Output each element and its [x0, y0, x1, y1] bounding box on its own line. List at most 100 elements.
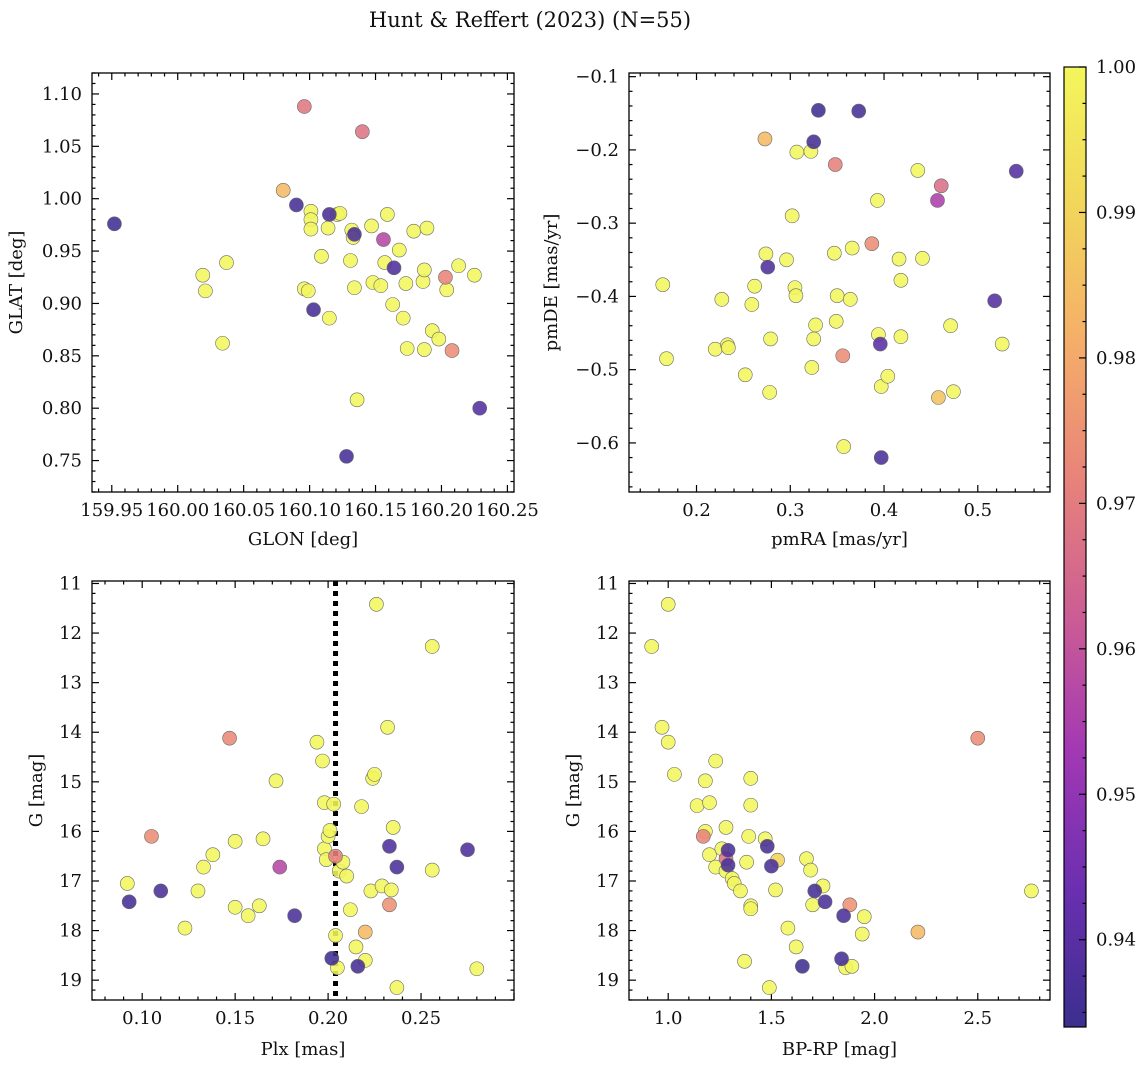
scatter-point — [205, 847, 221, 863]
scatter-point — [836, 439, 852, 454]
scatter-point — [827, 245, 842, 261]
ytick-label: 12 — [596, 623, 619, 644]
scatter-point — [779, 252, 794, 268]
ytick-label: −0.6 — [575, 433, 619, 454]
scatter-point — [764, 858, 779, 874]
ytick-label: 1.00 — [42, 189, 82, 210]
scatter-point — [1024, 883, 1039, 899]
scatter-point — [300, 283, 316, 299]
scatter-point — [417, 262, 432, 278]
scatter-point — [395, 310, 411, 326]
scatter-point — [737, 367, 753, 383]
scatter-point — [747, 278, 762, 294]
scatter-point — [970, 730, 986, 746]
scatter-point — [268, 773, 284, 789]
scatter-point — [743, 771, 759, 786]
scatter-point — [842, 897, 858, 913]
scatter-point — [660, 734, 676, 750]
scatter-point — [817, 894, 833, 910]
scatter-point — [107, 216, 122, 232]
scatter-point — [198, 283, 213, 299]
scatter-point — [424, 862, 440, 878]
scatter-point — [322, 310, 337, 326]
scatter-point — [144, 829, 159, 844]
axes-frame — [91, 580, 515, 1001]
scatter-point — [1008, 163, 1024, 179]
ytick-label: 15 — [59, 772, 82, 793]
scatter-point — [380, 719, 395, 735]
scatter-point — [780, 920, 796, 936]
scatter-point — [196, 859, 211, 875]
ytick-label: 16 — [59, 821, 82, 842]
scatter-point — [842, 292, 858, 307]
scatter-point — [803, 862, 818, 878]
ytick-label: 0.75 — [42, 451, 82, 472]
xtick-label: 160.15 — [344, 500, 407, 521]
xtick-label: 160.05 — [212, 500, 275, 521]
scatter-point — [762, 385, 777, 400]
scatter-point — [807, 883, 823, 899]
xtick-label: 0.10 — [122, 1008, 162, 1029]
axes-frame — [628, 580, 1051, 1001]
scatter-point — [355, 124, 370, 139]
scatter-point — [419, 220, 435, 236]
scatter-point — [369, 597, 384, 612]
y-axis-label: G [mag] — [563, 754, 584, 827]
scatter-point — [893, 329, 909, 345]
scatter-point — [386, 260, 402, 276]
ytick-label: 18 — [59, 921, 82, 942]
scatter-point — [215, 335, 230, 351]
scatter-point — [741, 829, 756, 844]
xtick-label: 160.20 — [410, 500, 473, 521]
scatter-point — [844, 240, 860, 256]
y-axis-label: G [mag] — [26, 754, 47, 827]
xtick-label: 0.25 — [401, 1008, 441, 1029]
scatter-point — [702, 795, 717, 810]
scatter-point — [195, 267, 211, 283]
scatter-point — [854, 926, 870, 942]
xtick-label: 0.2 — [682, 500, 711, 521]
scatter-point — [872, 336, 888, 352]
scatter-point — [380, 207, 395, 222]
scatter-point — [444, 343, 460, 358]
scatter-point — [384, 882, 399, 898]
scatter-point — [339, 868, 354, 884]
colorbar-gradient — [1063, 66, 1087, 1028]
scatter-point — [784, 208, 800, 224]
ytick-label: 19 — [596, 970, 619, 991]
scatter-point — [382, 838, 397, 854]
colorbar-tick-label: 0.95 — [1096, 784, 1136, 805]
scatter-point — [827, 157, 843, 172]
scatter-point — [349, 392, 365, 408]
xtick-label: 2.0 — [860, 1008, 889, 1029]
scatter-point — [836, 908, 851, 924]
scatter-point — [320, 220, 336, 236]
scatter-point — [733, 883, 748, 899]
scatter-point — [382, 897, 397, 913]
ytick-label: 1.10 — [42, 84, 82, 105]
scatter-point — [994, 336, 1010, 352]
scatter-point — [702, 847, 717, 863]
x-axis-label: Plx [mas] — [261, 1039, 346, 1060]
scatter-point — [808, 317, 823, 333]
xtick-label: 0.4 — [870, 500, 899, 521]
scatter-point — [856, 909, 872, 924]
scatter-point — [451, 258, 466, 274]
ytick-label: 0.95 — [42, 241, 82, 262]
scatter-point — [930, 193, 945, 208]
scatter-point — [303, 221, 319, 237]
x-axis-label: GLON [deg] — [248, 529, 358, 550]
scatter-point — [870, 193, 885, 208]
scatter-point — [698, 773, 713, 789]
ytick-label: −0.2 — [575, 140, 619, 161]
scatter-point — [835, 348, 851, 364]
scatter-point — [389, 980, 405, 995]
scatter-point — [864, 236, 880, 251]
ytick-label: 11 — [596, 573, 619, 594]
scatter-point — [367, 767, 382, 782]
ytick-label: −0.1 — [575, 67, 619, 88]
scatter-point — [933, 178, 949, 194]
scatter-point — [718, 820, 734, 835]
ytick-label: 15 — [596, 772, 619, 793]
ytick-label: −0.4 — [575, 286, 619, 307]
